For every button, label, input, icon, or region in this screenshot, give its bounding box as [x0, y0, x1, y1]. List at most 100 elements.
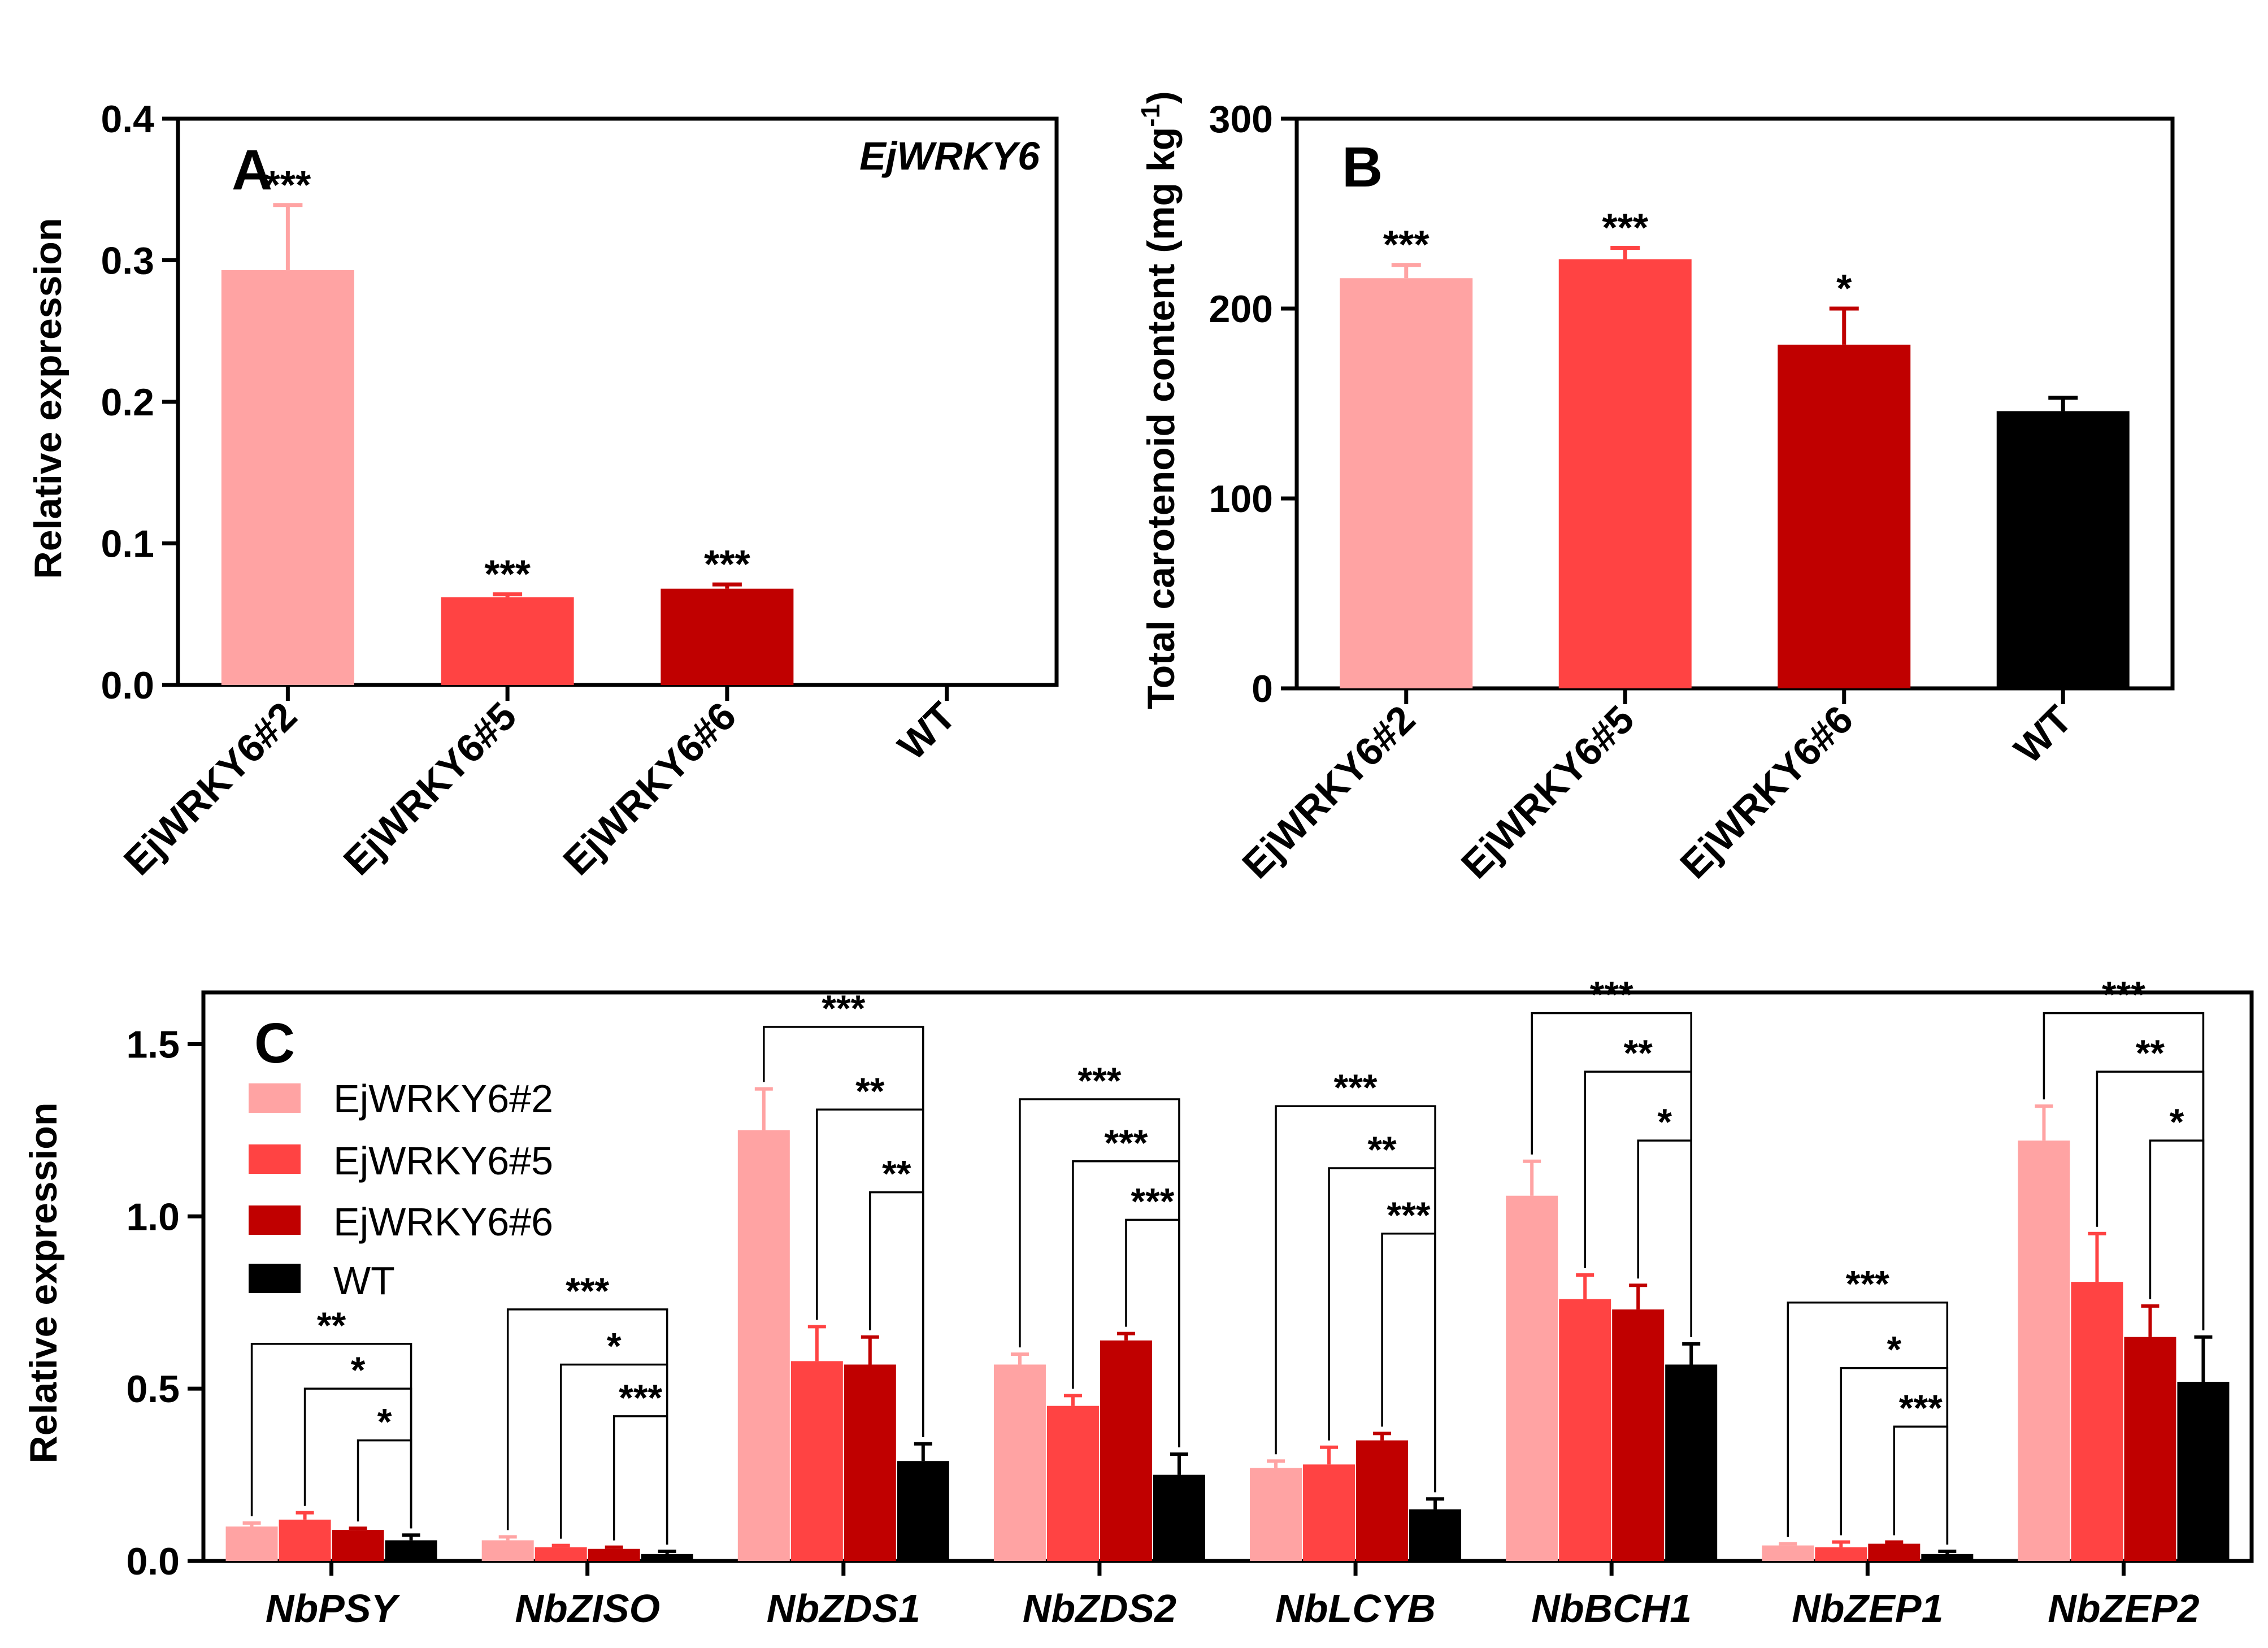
y-tick-label: 0.4: [101, 98, 154, 141]
panel-c-label: C: [254, 1012, 295, 1075]
bar-nblcyb-ejwrky6-6: [1356, 1440, 1409, 1561]
significance-bracket: [869, 1191, 924, 1437]
bar-nbzds2-ejwrky6-2: [993, 1364, 1046, 1561]
y-tick-label: 1.0: [126, 1195, 180, 1238]
bar-nbbch1-ejwrky6-6: [1612, 1309, 1665, 1561]
significance-stars: *: [377, 1401, 392, 1443]
bar-nbziso-ejwrky6-6: [588, 1549, 640, 1561]
significance-stars: ***: [1334, 1066, 1378, 1108]
significance-stars: *: [2170, 1101, 2184, 1143]
significance-stars: ***: [704, 542, 750, 586]
significance-stars: ***: [1602, 205, 1648, 249]
significance-stars: ***: [484, 552, 531, 596]
bar-nbzds1-wt: [897, 1461, 949, 1561]
x-tick-label-nbziso: NbZISO: [515, 1586, 660, 1630]
panel-b-y-axis-label-main: Total carotenoid content (mg kg: [1140, 127, 1183, 709]
x-tick-label-nbzds1: NbZDS1: [767, 1586, 920, 1630]
significance-stars: **: [1624, 1032, 1653, 1074]
legend-label-ejwrky6-5: EjWRKY6#5: [333, 1139, 553, 1183]
x-tick-label-nbbch1: NbBCH1: [1531, 1586, 1692, 1630]
significance-stars: ***: [1899, 1387, 1943, 1429]
significance-stars: ***: [1387, 1194, 1431, 1236]
significance-stars: *: [351, 1349, 366, 1391]
bar-nbzds1-ejwrky6-5: [790, 1361, 843, 1561]
bar-nblcyb-wt: [1409, 1509, 1462, 1561]
significance-stars: ***: [2102, 974, 2145, 1016]
bar-nbbch1-ejwrky6-2: [1506, 1195, 1558, 1561]
significance-stars: ***: [1131, 1180, 1174, 1222]
y-tick-label: 100: [1209, 478, 1273, 521]
y-tick-label: 1.5: [126, 1023, 180, 1066]
significance-stars: **: [1367, 1129, 1397, 1170]
y-tick-label: 0.0: [101, 664, 154, 707]
y-tick-label: 0.1: [101, 523, 154, 566]
bar-nbpsy-ejwrky6-5: [279, 1519, 331, 1561]
significance-stars: *: [1887, 1329, 1901, 1371]
significance-stars: *: [1657, 1101, 1672, 1143]
y-tick-label: 200: [1209, 288, 1273, 331]
significance-stars: *: [607, 1325, 622, 1367]
plot-frame: [201, 990, 2254, 1563]
bar-nbzep1-ejwrky6-2: [1762, 1545, 1814, 1561]
y-tick-label: 0.5: [126, 1368, 180, 1411]
bar-ejwrky6-5: [441, 597, 574, 685]
bar-nbzds2-ejwrky6-5: [1046, 1406, 1099, 1561]
significance-stars: ***: [822, 987, 865, 1029]
bar-nbziso-ejwrky6-2: [481, 1540, 534, 1561]
bar-nbpsy-ejwrky6-2: [225, 1526, 278, 1561]
significance-stars: *: [1836, 266, 1852, 310]
bar-nbziso-ejwrky6-5: [535, 1547, 587, 1561]
bar-nbzep2-wt: [2177, 1381, 2230, 1561]
bar-nbzep2-ejwrky6-5: [2071, 1282, 2123, 1561]
x-tick-label-nblcyb: NbLCYB: [1275, 1586, 1436, 1630]
significance-stars: ***: [1104, 1122, 1148, 1164]
significance-stars: ***: [1077, 1060, 1121, 1101]
bar-nbbch1-wt: [1665, 1364, 1718, 1561]
y-tick-label: 0.2: [101, 381, 154, 424]
bar-nbzep1-wt: [1921, 1554, 1974, 1561]
panel-a-y-axis-label: Relative expression: [27, 218, 69, 579]
legend-label-wt: WT: [333, 1259, 395, 1303]
bar-wt: [880, 683, 1014, 685]
bar-ejwrky6-6: [1778, 344, 1911, 688]
significance-stars: **: [2136, 1032, 2165, 1074]
x-tick-label-nbzep1: NbZEP1: [1792, 1586, 1943, 1630]
y-tick-label: 300: [1209, 98, 1273, 141]
x-tick-label-nbzds2: NbZDS2: [1023, 1586, 1176, 1630]
significance-stars: **: [882, 1153, 911, 1195]
significance-bracket: [1637, 1139, 1692, 1337]
significance-stars: ***: [265, 163, 311, 207]
panel-b-label: B: [1342, 136, 1383, 199]
panel-b-y-axis-label-superscript: -1: [1136, 104, 1165, 127]
bar-wt: [1996, 411, 2130, 688]
y-tick-label: 0.3: [101, 240, 154, 283]
x-tick-label-nbzep2: NbZEP2: [2048, 1586, 2199, 1630]
legend-label-ejwrky6-6: EjWRKY6#6: [333, 1200, 553, 1244]
legend-label-ejwrky6-2: EjWRKY6#2: [333, 1077, 553, 1121]
bar-ejwrky6-5: [1558, 259, 1692, 688]
bar-nbpsy-wt: [385, 1540, 437, 1561]
panel-c-y-axis-label: Relative expression: [22, 1103, 65, 1464]
legend-swatch-ejwrky6-6: [249, 1205, 301, 1235]
legend-swatch-ejwrky6-5: [249, 1144, 301, 1174]
significance-stars: ***: [1846, 1263, 1889, 1305]
bar-nbzds1-ejwrky6-2: [737, 1130, 790, 1561]
bar-nbzds1-ejwrky6-6: [844, 1364, 896, 1561]
bar-nblcyb-ejwrky6-5: [1303, 1464, 1355, 1561]
significance-bracket: [1381, 1233, 1436, 1493]
bar-ejwrky6-6: [661, 588, 794, 685]
bar-nbzep1-ejwrky6-5: [1815, 1547, 1867, 1561]
significance-bracket: [612, 1415, 668, 1545]
bar-nbzds2-ejwrky6-6: [1100, 1340, 1152, 1561]
significance-stars: ***: [619, 1377, 662, 1419]
panel-a-label: A: [232, 138, 272, 202]
bar-nbziso-wt: [641, 1554, 693, 1561]
significance-stars: **: [855, 1070, 885, 1112]
bar-ejwrky6-2: [221, 270, 354, 685]
panel-a-title: EjWRKY6: [859, 134, 1040, 178]
y-tick-label: 0.0: [126, 1540, 180, 1583]
x-tick-label-nbpsy: NbPSY: [266, 1586, 401, 1630]
y-tick-label: 0: [1252, 667, 1273, 710]
bar-nbzep1-ejwrky6-6: [1868, 1543, 1921, 1561]
